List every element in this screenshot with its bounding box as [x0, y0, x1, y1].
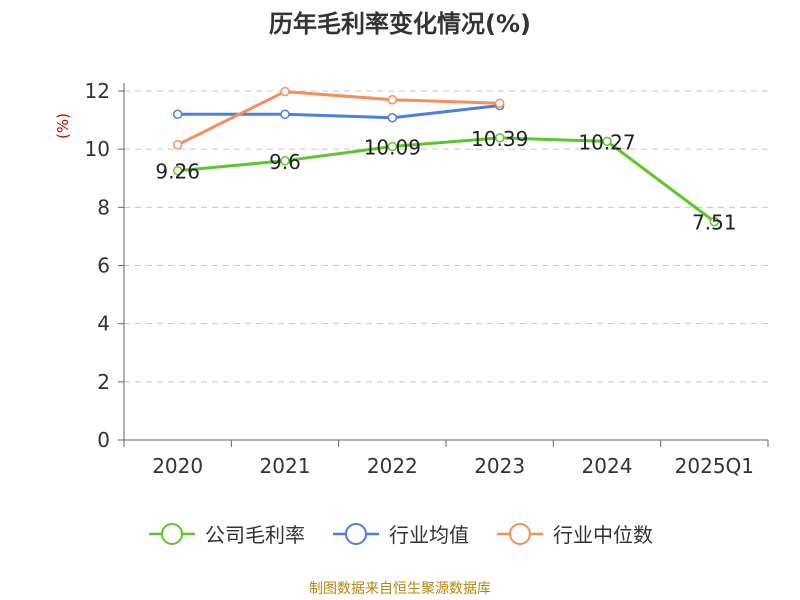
- legend-circle: [161, 522, 183, 545]
- legend-item[interactable]: 公司毛利率: [147, 519, 305, 548]
- series-line-2: [177, 90, 500, 147]
- source-note: 制图数据来自恒生聚源数据库: [309, 581, 491, 597]
- data-point: [387, 141, 398, 152]
- data-point: [709, 216, 720, 227]
- y-tick-label: 6: [97, 254, 110, 278]
- x-tick-label: 2025Q1: [675, 454, 754, 478]
- legend-circle: [345, 522, 367, 545]
- data-point: [172, 140, 183, 150]
- data-point: [172, 165, 183, 176]
- y-tick-label: 8: [97, 195, 110, 219]
- data-labels: 9.26 9.6 10.09 10.39 10.27 7.51: [155, 127, 736, 235]
- legend-label: 行业中位数: [553, 523, 653, 547]
- legend-label: 公司毛利率: [205, 523, 305, 547]
- x-tick-label: 2023: [474, 454, 525, 478]
- data-point: [172, 109, 183, 120]
- data-label: 10.09: [364, 136, 421, 160]
- data-point: [602, 136, 612, 147]
- data-label: 7.51: [692, 211, 737, 235]
- data-point: [280, 156, 290, 166]
- series-line-0: [177, 136, 716, 223]
- y-tick-label: 10: [85, 137, 110, 161]
- data-point: [280, 86, 290, 97]
- chart-title: 历年毛利率变化情况(%): [269, 10, 531, 38]
- legend-marker: [149, 522, 195, 545]
- legend: 公司毛利率 行业均值 行业中位数: [0, 519, 800, 548]
- legend-item[interactable]: 行业中位数: [495, 519, 653, 548]
- data-label: 10.27: [578, 130, 635, 154]
- axes: 0 2 4 6 8 10 12 2020 2021 2022 2023 2024 2025Q1: [85, 79, 769, 478]
- y-tick-label: 4: [97, 312, 110, 336]
- y-axis-label: (%): [54, 113, 72, 139]
- x-tick-label: 2022: [367, 454, 418, 478]
- legend-circle: [509, 522, 531, 545]
- y-tick-label: 0: [97, 428, 110, 452]
- data-label: 10.39: [471, 127, 528, 151]
- series-line-1: [177, 104, 500, 120]
- y-tick-label: 2: [97, 370, 110, 394]
- y-tick-label: 12: [85, 79, 110, 103]
- legend-marker: [497, 522, 543, 545]
- data-point: [494, 98, 505, 108]
- legend-label: 行业均值: [389, 523, 469, 547]
- data-label: 9.6: [269, 150, 301, 174]
- data-point: [387, 94, 398, 105]
- legend-marker: [333, 522, 379, 545]
- legend-item[interactable]: 行业均值: [331, 519, 469, 548]
- data-label: 9.26: [155, 160, 200, 184]
- data-point: [494, 133, 505, 143]
- x-tick-label: 2024: [582, 454, 633, 478]
- series: [172, 86, 720, 227]
- x-tick-label: 2021: [260, 454, 311, 478]
- data-point: [387, 113, 398, 123]
- grid-lines: [124, 90, 768, 383]
- data-point: [280, 109, 290, 120]
- x-tick-label: 2020: [152, 454, 203, 478]
